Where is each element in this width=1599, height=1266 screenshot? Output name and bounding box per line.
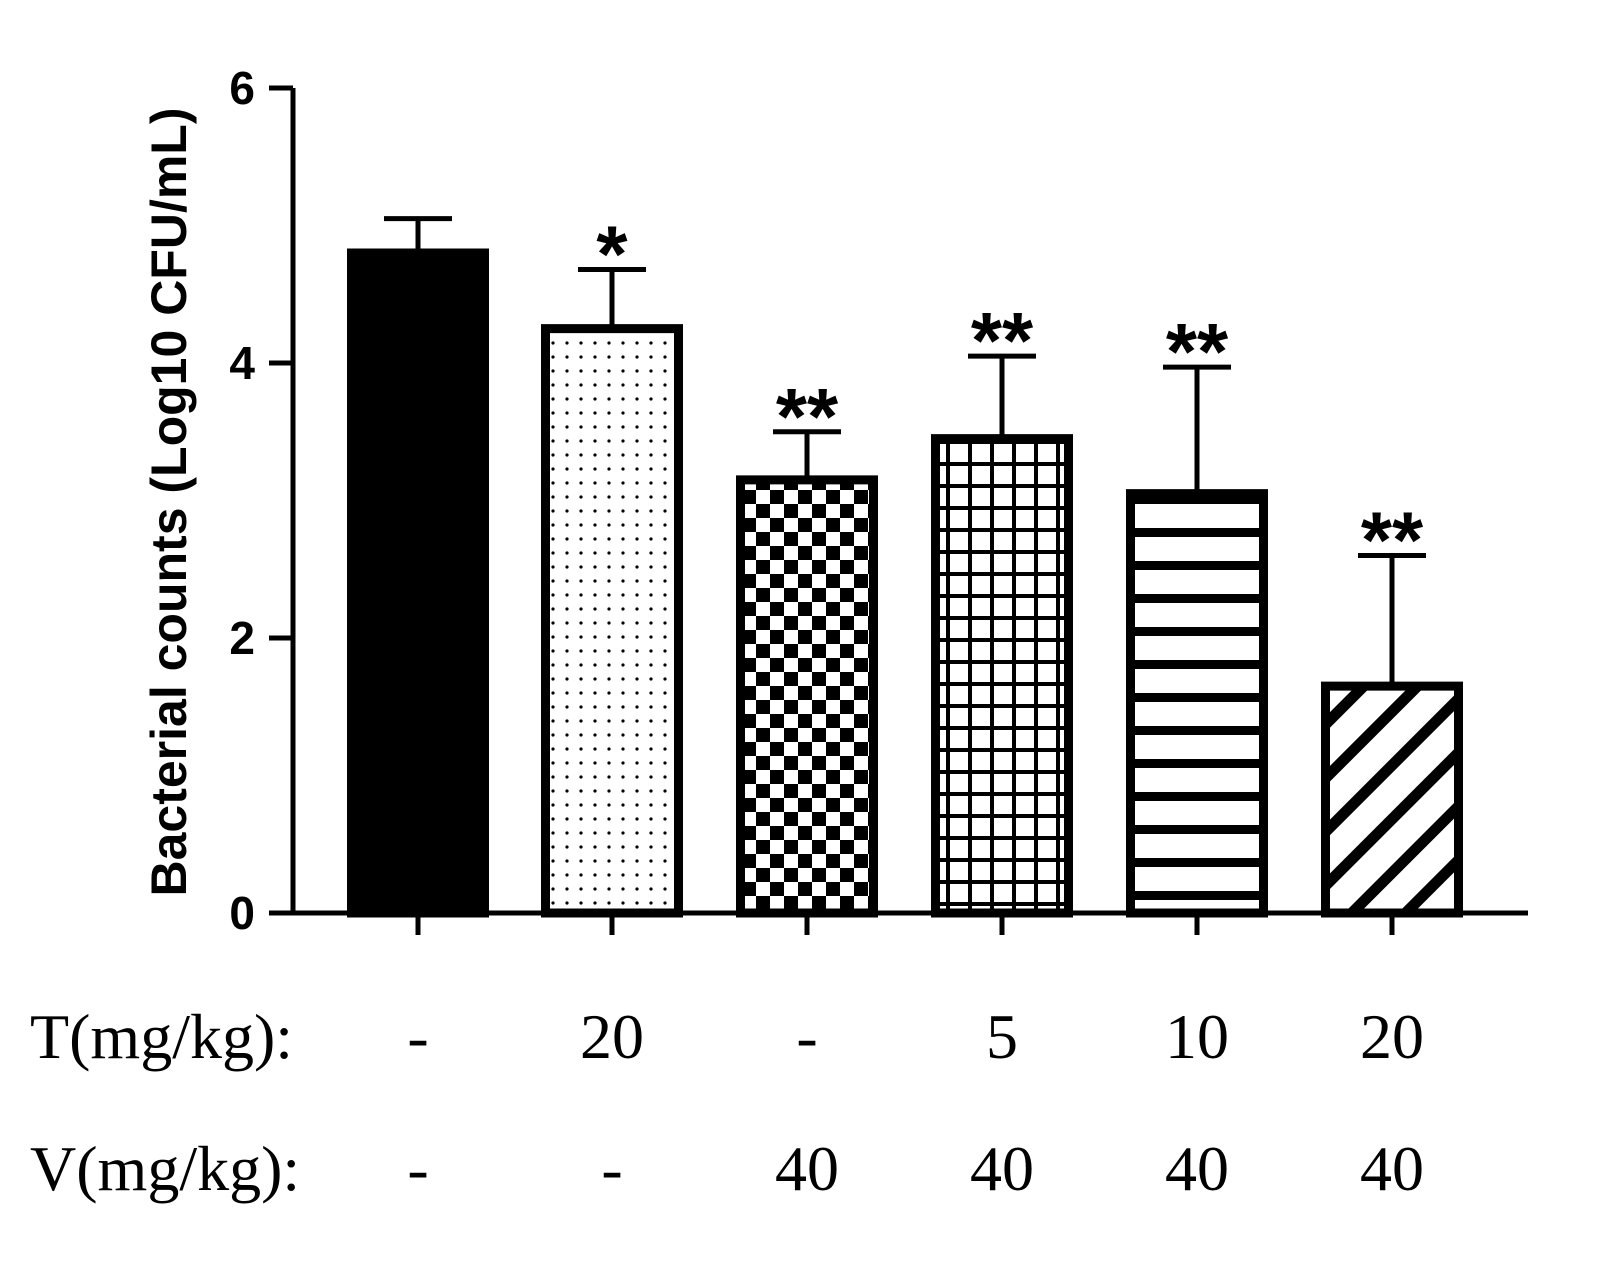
dose-value: - — [407, 1001, 428, 1072]
dose-value: 40 — [1360, 1133, 1424, 1204]
significance-label: ** — [971, 296, 1034, 385]
dose-value: 20 — [580, 1001, 644, 1072]
dose-value: - — [796, 1001, 817, 1072]
significance-label: ** — [776, 372, 839, 461]
dose-value: 5 — [986, 1001, 1018, 1072]
significance-label: * — [596, 210, 628, 299]
bar — [1126, 489, 1268, 918]
dose-row-label: T(mg/kg): — [30, 1001, 293, 1072]
bar — [347, 248, 489, 918]
y-tick-label: 6 — [229, 62, 255, 114]
y-tick-label: 2 — [229, 612, 255, 664]
significance-label: ** — [1361, 496, 1424, 585]
y-tick-label: 4 — [229, 337, 255, 389]
y-tick-label: 0 — [229, 887, 255, 939]
dose-value: 40 — [1165, 1133, 1229, 1204]
dose-value: - — [407, 1133, 428, 1204]
bar — [541, 324, 683, 918]
dose-value: 20 — [1360, 1001, 1424, 1072]
bar — [736, 475, 878, 918]
dose-value: 40 — [775, 1133, 839, 1204]
dose-value: - — [601, 1133, 622, 1204]
y-axis-title: Bacterial counts (Log10 CFU/mL) — [141, 108, 197, 897]
dose-row-label: V(mg/kg): — [30, 1133, 300, 1204]
dose-value: 40 — [970, 1133, 1034, 1204]
bar — [931, 434, 1073, 918]
dose-value: 10 — [1165, 1001, 1229, 1072]
bar — [1321, 681, 1463, 918]
significance-label: ** — [1166, 307, 1229, 396]
